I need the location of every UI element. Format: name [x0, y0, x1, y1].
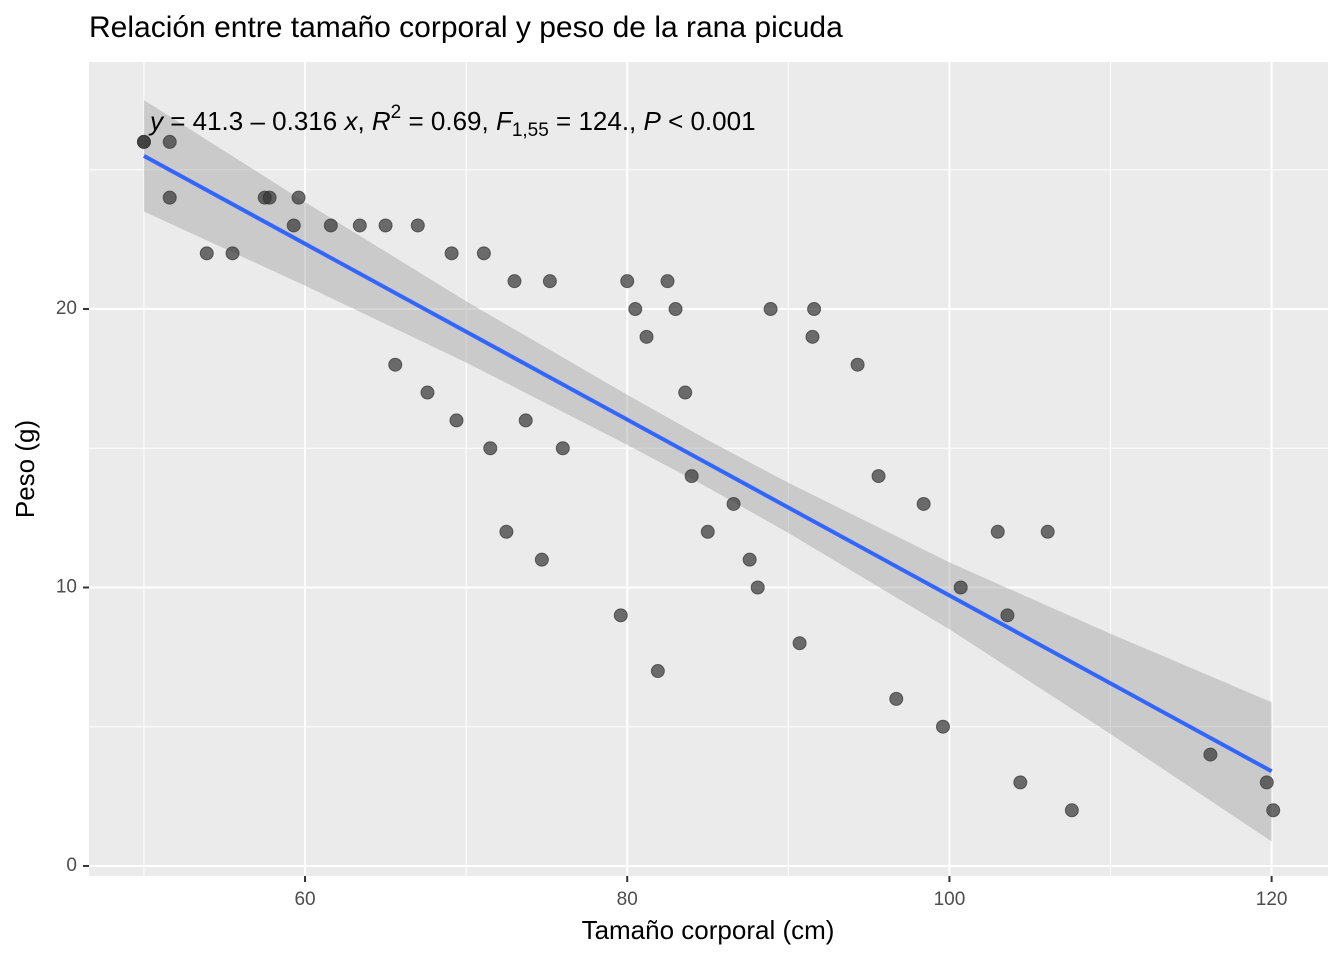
annotation-part: P — [644, 106, 662, 136]
point — [518, 413, 533, 428]
point — [1000, 608, 1015, 623]
point — [620, 274, 635, 289]
point — [792, 636, 807, 651]
point — [555, 441, 570, 456]
annotation-part: F — [496, 106, 514, 136]
point — [650, 664, 665, 679]
point — [990, 524, 1005, 539]
annotation-part: x — [342, 106, 358, 136]
point — [534, 552, 549, 567]
point — [763, 302, 778, 317]
point — [286, 218, 301, 233]
x-tick-label: 80 — [617, 889, 638, 910]
annotation-part: , — [357, 106, 371, 136]
point — [1040, 524, 1055, 539]
point — [225, 246, 240, 261]
point — [420, 385, 435, 400]
annotation-part: 1,55 — [512, 120, 549, 141]
point — [1203, 747, 1218, 762]
annotation: y = 41.3 – 0.316 x, R2 = 0.69, F1,55 = 1… — [148, 102, 756, 141]
fit-line — [142, 154, 1273, 774]
point — [660, 274, 675, 289]
point — [935, 719, 950, 734]
point — [499, 524, 514, 539]
x-tick-label: 60 — [294, 889, 315, 910]
x-tick-label: 120 — [1256, 889, 1288, 910]
annotation-part: = 124., — [549, 106, 644, 136]
point — [684, 469, 699, 484]
point — [678, 385, 693, 400]
x-axis-title: Tamaño corporal (cm) — [582, 915, 835, 945]
point — [700, 524, 715, 539]
y-axis-title: Peso (g) — [10, 420, 40, 518]
y-tick-label: 10 — [56, 577, 77, 598]
point — [953, 580, 968, 595]
point — [750, 580, 765, 595]
point — [742, 552, 757, 567]
point — [199, 246, 214, 261]
point — [262, 190, 277, 205]
point — [352, 218, 367, 233]
point — [1064, 803, 1079, 818]
point — [136, 134, 151, 149]
point — [323, 218, 338, 233]
x-tick-label: 100 — [934, 889, 966, 910]
annotation-part: R — [372, 106, 391, 136]
point — [542, 274, 557, 289]
annotation-part: y — [148, 106, 165, 136]
point — [483, 441, 498, 456]
point — [726, 496, 741, 511]
point — [162, 134, 177, 149]
point — [628, 302, 643, 317]
y-tick-label: 0 — [66, 855, 77, 876]
annotation-part: < 0.001 — [661, 106, 756, 136]
point — [291, 190, 306, 205]
point — [613, 608, 628, 623]
point — [850, 357, 865, 372]
point — [444, 246, 459, 261]
point — [805, 329, 820, 344]
point — [889, 691, 904, 706]
point — [388, 357, 403, 372]
point — [1013, 775, 1028, 790]
point — [162, 190, 177, 205]
point — [1259, 775, 1274, 790]
annotation-part: 2 — [391, 102, 402, 123]
point — [449, 413, 464, 428]
point — [916, 496, 931, 511]
point — [410, 218, 425, 233]
point — [639, 329, 654, 344]
point — [476, 246, 491, 261]
annotation-part: = 0.69, — [401, 106, 496, 136]
point — [507, 274, 522, 289]
point — [871, 469, 886, 484]
point — [1266, 803, 1281, 818]
point — [378, 218, 393, 233]
marks — [136, 100, 1281, 842]
chart-title: Relación entre tamaño corporal y peso de… — [89, 11, 843, 44]
y-tick-label: 20 — [56, 298, 77, 319]
point — [668, 302, 683, 317]
confidence-band — [143, 100, 1272, 842]
point — [807, 302, 822, 317]
annotation-part: = 41.3 – 0.316 — [163, 106, 344, 136]
